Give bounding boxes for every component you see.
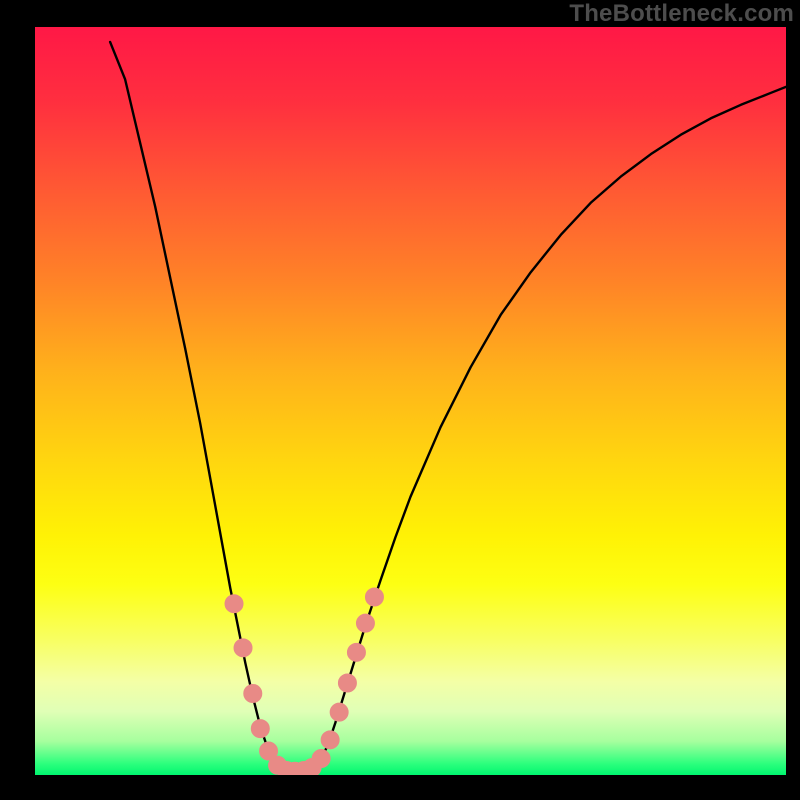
curve-marker: [225, 595, 243, 613]
chart-stage: TheBottleneck.com: [0, 0, 800, 800]
curve-marker: [251, 720, 269, 738]
watermark-text: TheBottleneck.com: [569, 0, 794, 28]
curve-marker: [338, 674, 356, 692]
curve-marker: [365, 588, 383, 606]
curve-marker: [321, 731, 339, 749]
curve-marker: [244, 684, 262, 702]
curve-marker: [347, 643, 365, 661]
curve-marker: [356, 614, 374, 632]
chart-svg: [0, 0, 800, 800]
curve-marker: [312, 750, 330, 768]
curve-marker: [234, 639, 252, 657]
curve-marker: [330, 703, 348, 721]
